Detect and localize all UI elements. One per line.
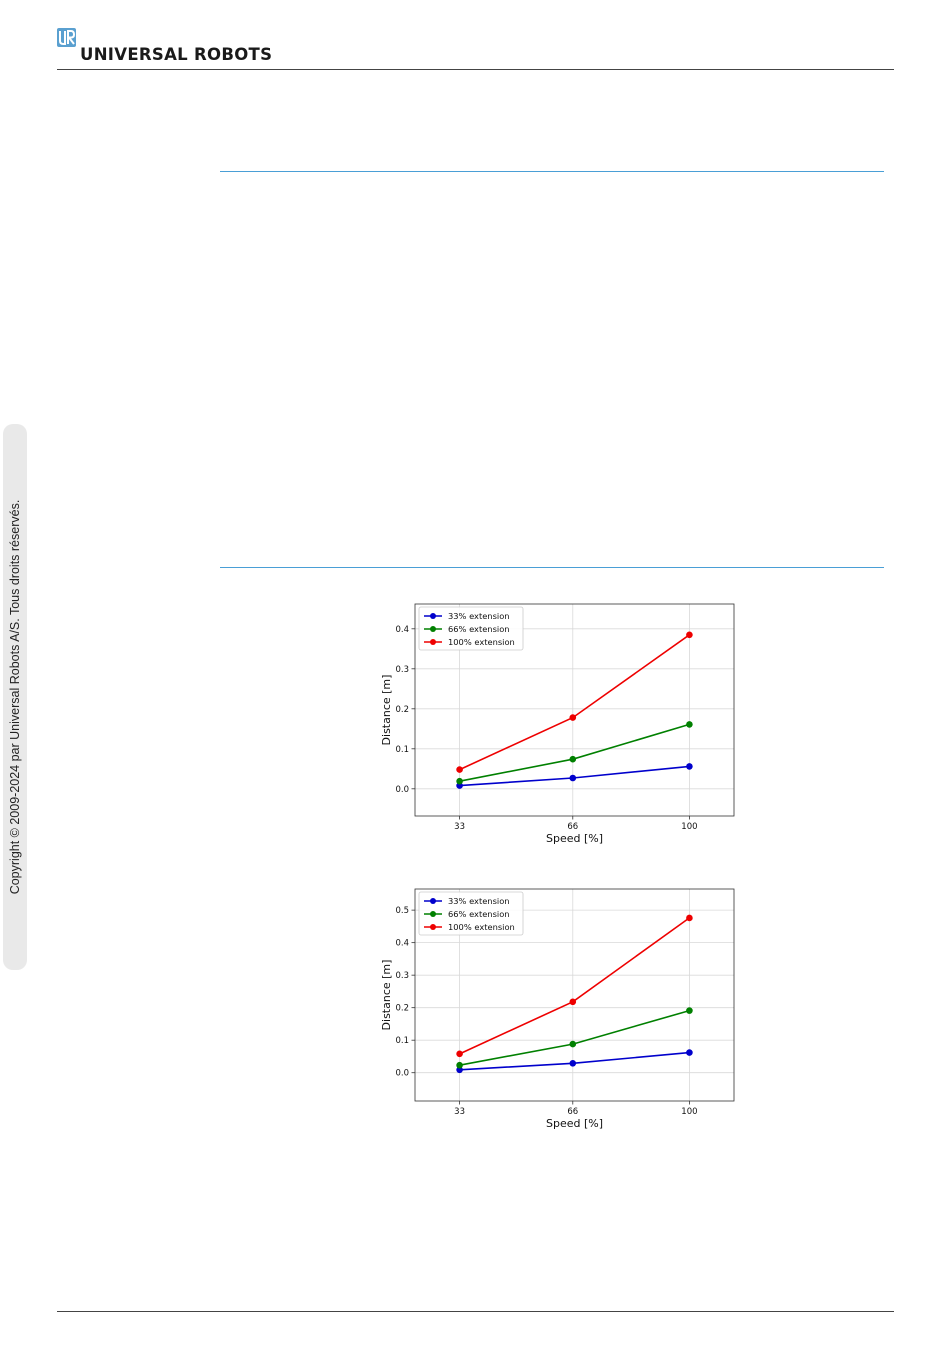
brand-name: UNIVERSAL ROBOTS [80,45,273,64]
data-point [569,774,577,782]
data-point [686,631,693,639]
data-point [569,998,577,1006]
legend-label: 66% extension [448,909,510,919]
data-point [686,1007,693,1014]
footer-divider [57,1311,894,1312]
data-point [686,914,693,922]
legend-frame [418,891,524,936]
y-axis-label: Distance [m] [380,960,393,1031]
data-point [569,714,577,721]
header-divider [57,69,894,70]
x-tick-label: 66 [567,1107,578,1117]
legend-label: 66% extension [448,624,510,634]
data-point [456,1050,463,1058]
section-divider-bottom [220,567,884,568]
legend-marker [430,911,436,917]
plot-frame [414,603,735,817]
y-tick-label: 0.2 [395,1004,409,1014]
data-point [686,763,693,770]
x-tick-label: 100 [681,1107,697,1117]
legend-marker [430,924,436,930]
copyright-text: Copyright © 2009-2024 par Universal Robo… [8,499,22,895]
data-point [686,1049,693,1056]
legend-label: 33% extension [448,896,510,906]
y-tick-label: 0.4 [395,939,409,949]
legend-label: 33% extension [448,611,510,621]
x-axis-label: Speed [%] [546,832,603,845]
chart-1-svg: 33 66 100 0.0 0.1 0.2 0.3 0.4 Speed [%] Distance … [380,603,735,845]
y-axis-label: Distance [m] [380,675,393,746]
series-line-2 [459,723,690,782]
series-line-3 [459,634,690,771]
legend-marker [430,613,436,619]
data-point [456,777,463,785]
y-tick-label: 0.0 [395,785,409,795]
legend: 33% extension 66% extension 100% extension [418,891,524,936]
legend-marker [430,898,436,904]
legend: 33% extension 66% extension 100% extension [418,606,524,651]
legend-marker [430,626,436,632]
data-point [569,1040,577,1048]
y-tick-label: 0.3 [395,665,409,675]
chart-2: 33 66 100 0.0 0.1 0.2 0.3 0.4 0.5 Speed [%] Distan… [370,883,750,1133]
plot-frame [414,888,735,1102]
data-point [569,755,577,763]
y-tick-label: 0.2 [395,705,409,715]
y-tick-label: 0.1 [395,745,409,755]
data-point [686,721,693,728]
legend-frame [418,606,524,651]
y-tick-label: 0.5 [395,906,409,916]
chart-2-svg: 33 66 100 0.0 0.1 0.2 0.3 0.4 0.5 Speed [%] Distan… [380,888,735,1130]
y-tick-label: 0.3 [395,971,409,981]
section-divider-top [220,171,884,172]
y-tick-label: 0.1 [395,1036,409,1046]
x-tick-label: 100 [681,822,697,832]
y-tick-label: 0.4 [395,625,409,635]
legend-label: 100% extension [448,637,515,647]
x-tick-label: 33 [454,822,465,832]
x-tick-label: 33 [454,1107,465,1117]
legend-label: 100% extension [448,922,515,932]
x-axis-label: Speed [%] [546,1117,603,1130]
series-line-3 [459,917,690,1055]
chart-1: 33 66 100 0.0 0.1 0.2 0.3 0.4 Speed [%] Distance … [370,598,750,848]
data-point [456,1066,463,1074]
data-point [569,1059,577,1067]
y-tick-label: 0.0 [395,1069,409,1079]
x-tick-label: 66 [567,822,578,832]
data-point [456,1061,463,1069]
brand-logo: UNIVERSAL ROBOTS [57,27,317,67]
ur-logo-icon [57,28,76,47]
copyright-sidebar [3,424,27,970]
legend-marker [430,639,436,645]
data-point [456,766,463,773]
